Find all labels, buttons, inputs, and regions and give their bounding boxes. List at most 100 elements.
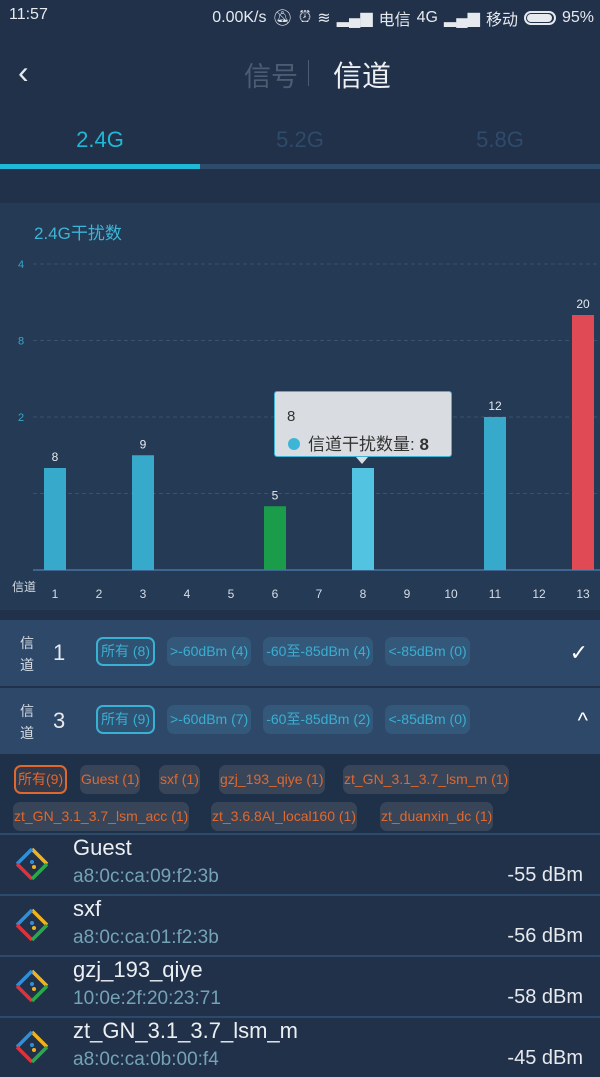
chart-tooltip: 8 信道干扰数量: 8 xyxy=(274,391,452,457)
bar-channel-8[interactable] xyxy=(352,468,374,570)
carrier-2: 移动 xyxy=(485,12,518,29)
channel-row-1[interactable]: 信道 1 所有 (8) >-60dBm (4) -60至-85dBm (4) <… xyxy=(0,620,600,686)
wifi-app-icon xyxy=(15,969,49,1008)
filter-medium[interactable]: -60至-85dBm (4) xyxy=(263,637,374,666)
x-tick-label: 8 xyxy=(360,587,367,601)
tab-track xyxy=(0,164,600,169)
x-tick-label: 10 xyxy=(444,587,458,601)
network-signal: -45 dBm xyxy=(507,1047,583,1069)
tooltip-header: 8 xyxy=(287,408,296,425)
network-list-item[interactable]: sxf a8:0c:ca:01:f2:3b -56 dBm xyxy=(0,894,600,955)
channel-label: 信道 xyxy=(20,703,34,741)
network-name: sxf xyxy=(73,896,102,921)
ssid-filter[interactable]: Guest (1) xyxy=(80,765,141,794)
tooltip-pointer xyxy=(356,457,368,464)
battery-percent: 95% xyxy=(561,9,594,26)
network-signal: -55 dBm xyxy=(507,864,583,886)
network-mac: 10:0e:2f:20:23:71 xyxy=(73,988,221,1009)
x-tick-label: 9 xyxy=(404,587,411,601)
ssid-filter-all[interactable]: 所有(9) xyxy=(14,765,68,794)
wifi-app-icon xyxy=(15,908,49,947)
network-speed: 0.00K/s xyxy=(212,9,267,26)
x-tick-label: 3 xyxy=(140,587,147,601)
bar-data-label: 12 xyxy=(488,399,502,413)
filter-strong[interactable]: >-60dBm (7) xyxy=(167,705,252,734)
tab-signal[interactable]: 信号 xyxy=(244,62,298,92)
clock: 11:57 xyxy=(9,6,48,23)
network-list-item[interactable]: Guest a8:0c:ca:09:f2:3b -55 dBm xyxy=(0,833,600,894)
ssid-filter[interactable]: gzj_193_qiye (1) xyxy=(219,765,325,794)
wifi-app-icon xyxy=(15,847,49,886)
network-mac: a8:0c:ca:01:f2:3b xyxy=(73,927,219,948)
x-tick-label: 13 xyxy=(576,587,590,601)
bar-channel-11[interactable] xyxy=(484,417,506,570)
x-tick-label: 7 xyxy=(316,587,323,601)
tab-indicator xyxy=(0,164,200,169)
bar-data-label: 20 xyxy=(576,297,590,311)
bar-data-label: 5 xyxy=(272,488,279,502)
bar-channel-1[interactable] xyxy=(44,468,66,570)
band-tab-5-2g[interactable]: 5.2G xyxy=(276,127,324,152)
filter-medium[interactable]: -60至-85dBm (2) xyxy=(263,705,374,734)
y-tick-label: 2 xyxy=(18,412,24,424)
signal-icon: ▂▄▆ xyxy=(444,10,480,27)
channel-label: 信道 xyxy=(20,635,34,673)
tooltip-value: 8 xyxy=(419,435,429,454)
status-bar: 11:57 0.00K/s 🔕︎ ⏰︎ ≋ ▂▄▆ 电信 4G ▂▄▆ 移动 9… xyxy=(0,0,600,32)
filter-strong[interactable]: >-60dBm (4) xyxy=(167,637,252,666)
tab-channel[interactable]: 信道 xyxy=(333,61,392,93)
wifi-app-icon xyxy=(15,1030,49,1069)
x-tick-label: 12 xyxy=(532,587,546,601)
chevron-down-icon[interactable]: ✓ xyxy=(569,640,588,665)
tooltip-series: 信道干扰数量 xyxy=(308,435,410,454)
filter-weak[interactable]: <-85dBm (0) xyxy=(385,637,470,666)
carrier-1: 电信 xyxy=(378,12,411,29)
x-tick-label: 11 xyxy=(489,587,502,601)
chevron-up-icon[interactable]: ^ xyxy=(577,708,588,733)
mute-icon: 🔕︎ xyxy=(272,10,293,27)
x-axis-label: 信道 xyxy=(12,580,37,594)
y-tick-label: 4 xyxy=(18,259,24,271)
network-name: gzj_193_qiye xyxy=(73,957,203,982)
network-type: 4G xyxy=(416,9,438,26)
network-mac: a8:0c:ca:0b:00:f4 xyxy=(73,1049,219,1070)
ssid-filter[interactable]: sxf (1) xyxy=(159,765,200,794)
ssid-filter[interactable]: zt_GN_3.1_3.7_lsm_m (1) xyxy=(343,765,510,794)
ssid-filter[interactable]: zt_GN_3.1_3.7_lsm_acc (1) xyxy=(13,802,190,831)
band-tab-2-4g[interactable]: 2.4G xyxy=(76,127,124,152)
x-tick-label: 1 xyxy=(52,587,59,601)
bar-channel-3[interactable] xyxy=(132,455,154,570)
channel-number: 1 xyxy=(53,640,66,665)
ssid-filter[interactable]: zt_duanxin_dc (1) xyxy=(380,802,494,831)
network-name: Guest xyxy=(73,835,132,860)
network-list-item[interactable]: gzj_193_qiye 10:0e:2f:20:23:71 -58 dBm xyxy=(0,955,600,1016)
battery-icon xyxy=(523,11,556,25)
y-tick-label: 8 xyxy=(18,336,24,348)
chart-title: 2.4G干扰数 xyxy=(34,224,122,243)
bar-channel-6[interactable] xyxy=(264,506,286,570)
bar-data-label: 9 xyxy=(140,437,147,451)
interference-bar-chart: 2848129345567889101211122013 xyxy=(18,259,600,601)
filter-weak[interactable]: <-85dBm (0) xyxy=(385,705,470,734)
series-dot-icon xyxy=(288,438,300,450)
network-signal: -58 dBm xyxy=(507,986,583,1008)
band-tab-5-8g[interactable]: 5.8G xyxy=(476,127,524,152)
network-list: Guest a8:0c:ca:09:f2:3b -55 dBm sxf a8:0… xyxy=(0,833,600,1077)
x-tick-label: 5 xyxy=(228,587,235,601)
network-list-item[interactable]: zt_GN_3.1_3.7_lsm_m a8:0c:ca:0b:00:f4 -4… xyxy=(0,1016,600,1077)
back-button[interactable]: ‹ xyxy=(18,54,29,90)
channel-number: 3 xyxy=(53,708,66,733)
filter-all[interactable]: 所有 (8) xyxy=(96,637,155,666)
x-tick-label: 6 xyxy=(272,587,279,601)
network-name: zt_GN_3.1_3.7_lsm_m xyxy=(73,1018,298,1043)
x-tick-label: 4 xyxy=(184,587,191,601)
network-mac: a8:0c:ca:09:f2:3b xyxy=(73,866,219,887)
network-signal: -56 dBm xyxy=(507,925,583,947)
bar-channel-13[interactable] xyxy=(572,315,594,570)
channel-row-3[interactable]: 信道 3 所有 (9) >-60dBm (7) -60至-85dBm (2) <… xyxy=(0,688,600,754)
ssid-filter[interactable]: zt_3.6.8AI_local160 (1) xyxy=(211,802,357,831)
bar-data-label: 8 xyxy=(52,450,59,464)
filter-all[interactable]: 所有 (9) xyxy=(96,705,155,734)
x-tick-label: 2 xyxy=(96,587,103,601)
signal-icon: ▂▄▆ xyxy=(336,10,373,27)
